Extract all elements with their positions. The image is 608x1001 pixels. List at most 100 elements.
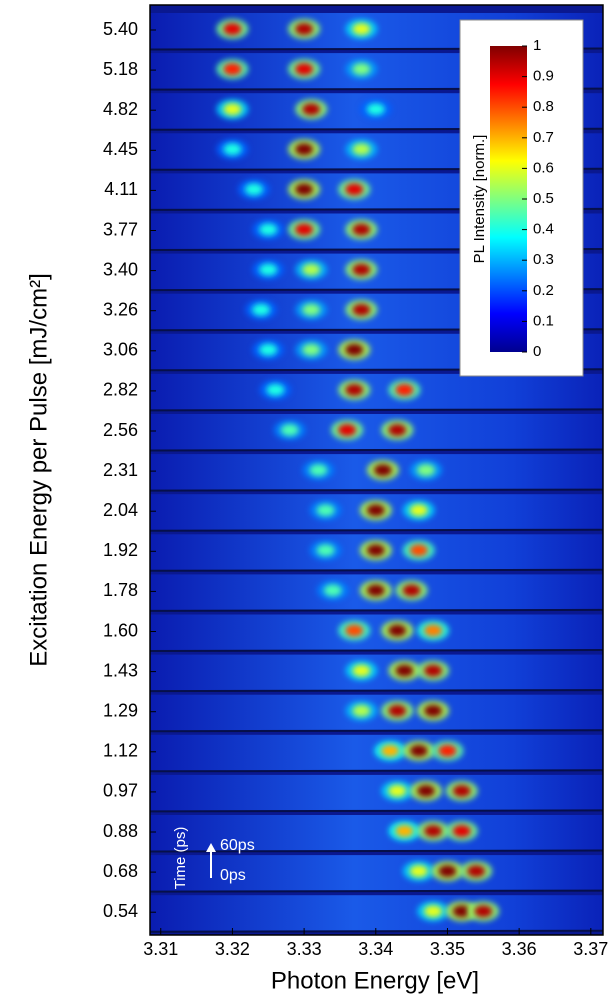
- spot: [381, 744, 400, 757]
- y-tick-label: 0.68: [103, 861, 138, 881]
- colorbar-tick-label: 0.1: [533, 312, 554, 329]
- spot: [409, 544, 428, 557]
- colorbar-tick-label: 0.8: [533, 98, 554, 115]
- colorbar-tick-label: 0: [533, 343, 541, 360]
- spot: [366, 504, 385, 517]
- strip-separator: [150, 408, 603, 412]
- colorbar-tick-label: 0.4: [533, 221, 554, 238]
- streak-strip: [150, 815, 603, 851]
- spot: [409, 865, 428, 878]
- streak-strip: [150, 614, 603, 651]
- spot: [352, 223, 371, 236]
- colorbar-tick-label: 0.5: [533, 190, 554, 207]
- spot: [295, 23, 314, 35]
- spot: [244, 183, 263, 196]
- spot: [424, 825, 443, 837]
- y-tick-label: 3.06: [103, 340, 138, 360]
- x-tick-label: 3.33: [287, 939, 322, 959]
- spot: [295, 223, 314, 236]
- streak-strip: [150, 373, 603, 410]
- spot: [266, 383, 285, 396]
- spot: [302, 263, 321, 276]
- spot: [474, 905, 493, 918]
- y-tick-label: 3.77: [103, 219, 138, 239]
- x-axis-title: Photon Energy [eV]: [271, 967, 479, 994]
- y-tick-label: 1.92: [103, 540, 138, 560]
- spot: [259, 223, 278, 236]
- spot: [395, 664, 414, 677]
- colorbar: PL Intensity [norm.] 0 0.1 0.2 0.3 0.4 0.5 0.6…: [459, 19, 584, 377]
- spot: [416, 784, 435, 797]
- axes: 5.40 5.18 4.82 4.45 4.11 3.77 3.40 3.26 3.06 2.82…: [103, 19, 608, 959]
- spot: [352, 263, 371, 276]
- x-tick-label: 3.35: [430, 939, 465, 959]
- streak-strip: [150, 895, 603, 932]
- y-tick-label: 1.43: [103, 660, 138, 680]
- time-annotation: Time (ps) 60ps 0ps: [172, 827, 255, 890]
- spot: [366, 584, 385, 597]
- y-tick-label: 0.54: [103, 901, 138, 921]
- colorbar-tick-label: 1: [533, 37, 541, 54]
- spot: [452, 784, 471, 797]
- spot: [302, 343, 321, 356]
- x-tick-label: 3.37: [573, 939, 608, 959]
- strip-separator: [150, 608, 603, 612]
- spot: [338, 424, 357, 436]
- y-tick-label: 4.82: [103, 99, 138, 119]
- strip-separator: [150, 929, 603, 933]
- spot: [345, 183, 364, 196]
- colorbar-tick-label: 0.2: [533, 282, 554, 299]
- streak-strip: [150, 414, 603, 450]
- spot: [302, 303, 321, 316]
- spot: [302, 103, 321, 116]
- x-tick-label: 3.34: [358, 939, 393, 959]
- spot: [424, 624, 443, 637]
- y-tick-label: 3.26: [103, 299, 138, 319]
- spot: [388, 424, 407, 436]
- strip-separator: [150, 889, 603, 893]
- x-tick-label: 3.36: [502, 939, 537, 959]
- y-tick-label: 4.45: [103, 139, 138, 159]
- colorbar-tick-label: 0.7: [533, 129, 554, 146]
- spot: [259, 263, 278, 276]
- spot: [280, 424, 299, 436]
- spot: [223, 63, 242, 76]
- strip-separator: [150, 809, 603, 813]
- strip-separator: [150, 769, 603, 773]
- spot: [352, 303, 371, 316]
- spot: [295, 183, 314, 196]
- spot: [316, 504, 335, 517]
- spot: [452, 825, 471, 837]
- spot: [352, 704, 371, 717]
- strip-separator: [150, 649, 603, 652]
- spot: [295, 63, 314, 76]
- spot: [252, 303, 271, 316]
- y-tick-label: 5.40: [103, 19, 138, 39]
- spot: [352, 23, 371, 35]
- spot: [345, 624, 364, 637]
- spot: [345, 383, 364, 396]
- spot: [309, 464, 328, 477]
- y-tick-label: 1.29: [103, 700, 138, 720]
- spot: [366, 103, 385, 116]
- spot: [467, 865, 486, 878]
- spot: [402, 584, 421, 597]
- spot: [388, 784, 407, 797]
- strip-separator: [150, 689, 603, 693]
- x-tick-label: 3.31: [143, 939, 178, 959]
- y-tick-label: 5.18: [103, 59, 138, 79]
- strip-separator: [150, 568, 603, 572]
- spot: [416, 464, 435, 477]
- spot: [259, 343, 278, 356]
- streak-strip: [150, 855, 603, 892]
- spot: [424, 905, 443, 918]
- colorbar-label: PL Intensity [norm.]: [471, 135, 488, 264]
- spot: [409, 504, 428, 517]
- strip-separator: [150, 528, 603, 532]
- spot: [223, 103, 242, 116]
- spot: [388, 704, 407, 717]
- time-label: Time (ps): [172, 827, 189, 890]
- y-tick-label: 2.82: [103, 380, 138, 400]
- spot: [366, 544, 385, 557]
- x-tick-label: 3.32: [215, 939, 250, 959]
